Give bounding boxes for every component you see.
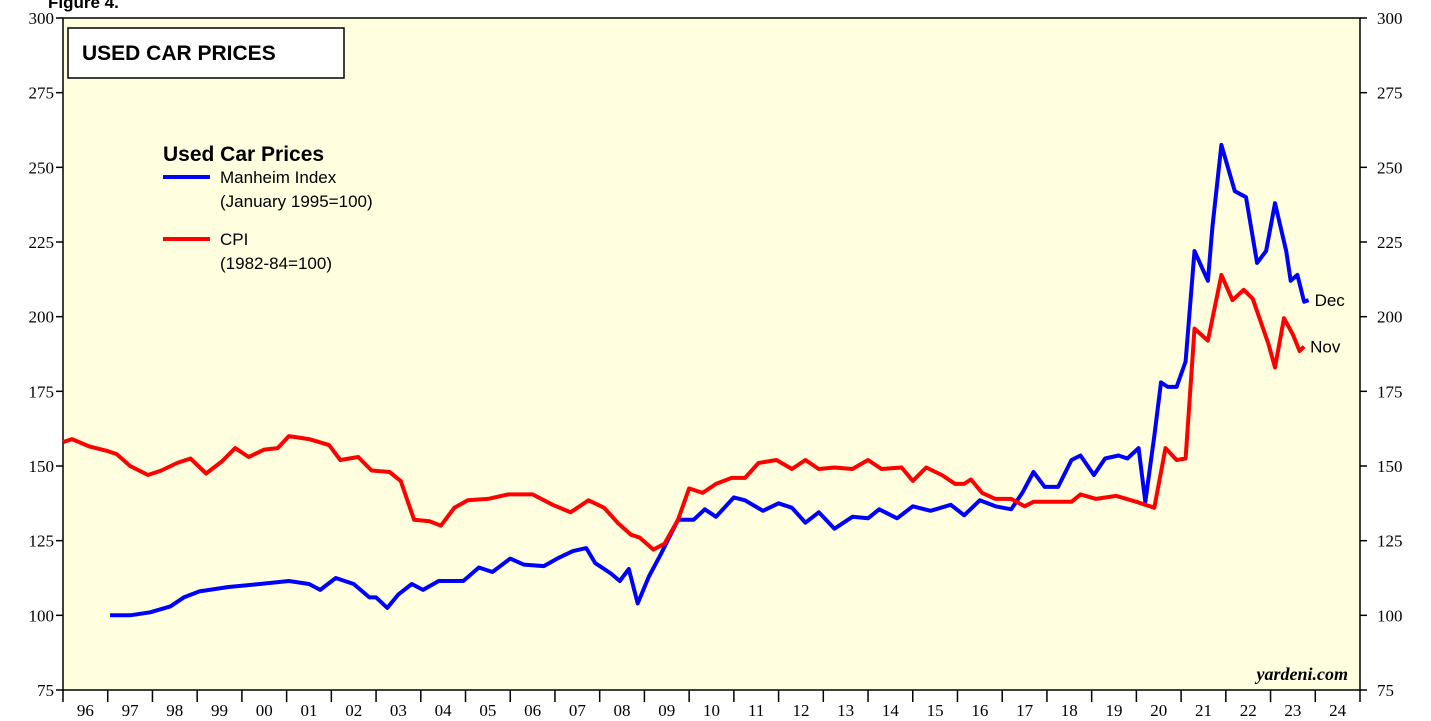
end-label: Dec [1315, 291, 1346, 310]
watermark: yardeni.com [1255, 664, 1349, 684]
y-tick-label: 200 [29, 308, 55, 327]
y-tick-label: 100 [29, 606, 55, 625]
y-tick-label: 175 [29, 382, 55, 401]
x-tick-label: 06 [524, 701, 541, 720]
y-tick-label: 275 [29, 84, 55, 103]
y2-tick-label: 300 [1377, 9, 1403, 28]
y-tick-label: 75 [37, 681, 54, 700]
x-tick-label: 09 [658, 701, 675, 720]
x-tick-label: 14 [882, 701, 900, 720]
x-tick-label: 96 [77, 701, 94, 720]
title-box [67, 27, 345, 79]
y2-tick-label: 225 [1377, 233, 1403, 252]
legend-label: CPI [220, 230, 248, 249]
x-tick-label: 17 [1016, 701, 1034, 720]
figure-label: Figure 4. [48, 0, 119, 12]
y2-tick-label: 275 [1377, 84, 1403, 103]
x-tick-label: 21 [1195, 701, 1212, 720]
y-tick-label: 300 [29, 9, 55, 28]
y-tick-label: 250 [29, 158, 55, 177]
x-tick-label: 15 [927, 701, 944, 720]
y2-tick-label: 150 [1377, 457, 1403, 476]
x-tick-label: 22 [1240, 701, 1257, 720]
y2-tick-label: 200 [1377, 308, 1403, 327]
x-tick-label: 02 [345, 701, 362, 720]
x-tick-label: 12 [792, 701, 809, 720]
legend-note: (1982-84=100) [220, 254, 332, 273]
x-tick-label: 99 [211, 701, 228, 720]
x-tick-label: 00 [256, 701, 273, 720]
x-tick-label: 11 [748, 701, 764, 720]
chart-title: USED CAR PRICES [82, 42, 276, 65]
x-tick-label: 04 [435, 701, 453, 720]
x-tick-label: 08 [614, 701, 631, 720]
y2-tick-label: 250 [1377, 158, 1403, 177]
legend-note: (January 1995=100) [220, 192, 373, 211]
y2-tick-label: 100 [1377, 606, 1403, 625]
x-tick-label: 10 [703, 701, 720, 720]
x-tick-label: 07 [569, 701, 587, 720]
y-tick-label: 150 [29, 457, 55, 476]
y-tick-label: 125 [29, 532, 55, 551]
x-tick-label: 03 [390, 701, 407, 720]
legend-title: Used Car Prices [163, 143, 324, 166]
series-line [110, 142, 1310, 618]
y2-tick-label: 125 [1377, 532, 1403, 551]
legend-label: Manheim Index [220, 168, 337, 187]
x-tick-label: 19 [1106, 701, 1123, 720]
y2-tick-label: 75 [1377, 681, 1394, 700]
x-tick-label: 23 [1284, 701, 1301, 720]
plot-area [62, 17, 1361, 691]
x-tick-label: 18 [1061, 701, 1078, 720]
x-tick-label: 13 [837, 701, 854, 720]
x-tick-label: 97 [122, 701, 140, 720]
x-tick-label: 20 [1150, 701, 1167, 720]
series-line [62, 272, 1306, 552]
y-tick-label: 225 [29, 233, 55, 252]
x-tick-label: 01 [300, 701, 317, 720]
x-tick-label: 98 [166, 701, 183, 720]
x-tick-label: 05 [479, 701, 496, 720]
y2-tick-label: 175 [1377, 382, 1403, 401]
end-label: Nov [1310, 338, 1341, 357]
x-tick-label: 24 [1329, 701, 1347, 720]
x-tick-label: 16 [971, 701, 988, 720]
